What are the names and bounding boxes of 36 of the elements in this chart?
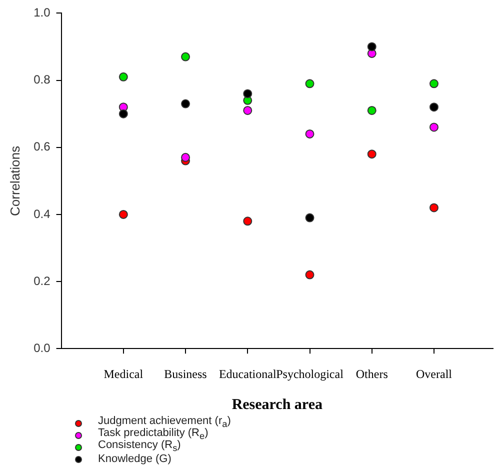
y-tick-label: 1.0 bbox=[34, 6, 51, 20]
point bbox=[181, 152, 190, 162]
legend-label: Knowledge (G) bbox=[98, 453, 172, 465]
point bbox=[243, 89, 252, 98]
point bbox=[429, 102, 438, 112]
y-tick-label: 0.6 bbox=[34, 140, 51, 154]
y-tick-label: 0.0 bbox=[34, 340, 51, 355]
point bbox=[118, 109, 128, 118]
x-tick-label: Overall bbox=[416, 366, 453, 381]
point bbox=[429, 79, 438, 88]
point bbox=[118, 72, 128, 82]
x-axis-title: Research area bbox=[232, 396, 323, 413]
point bbox=[305, 270, 314, 280]
x-tick-label: Educational bbox=[218, 366, 277, 381]
point bbox=[429, 203, 438, 212]
x-tick-label: Business bbox=[164, 366, 208, 381]
legend-label: Consistency (R$_{s}$) bbox=[98, 439, 181, 454]
point bbox=[181, 99, 190, 108]
point bbox=[305, 129, 314, 138]
point bbox=[305, 213, 314, 222]
x-tick-label: Others bbox=[356, 366, 388, 381]
point bbox=[429, 122, 438, 132]
y-axis-title: Correlations bbox=[7, 145, 22, 216]
point bbox=[305, 79, 314, 88]
point bbox=[243, 106, 252, 115]
point bbox=[118, 210, 128, 219]
point bbox=[367, 150, 376, 159]
point bbox=[367, 106, 376, 115]
y-tick-label: 0.4 bbox=[34, 206, 51, 221]
point bbox=[243, 216, 252, 226]
y-tick-label: 0.8 bbox=[34, 72, 51, 87]
x-tick-label: Medical bbox=[104, 366, 144, 381]
point bbox=[367, 42, 376, 52]
point bbox=[181, 52, 190, 62]
x-tick-label: Psychological bbox=[276, 366, 344, 381]
y-tick-label: 0.2 bbox=[34, 274, 51, 288]
